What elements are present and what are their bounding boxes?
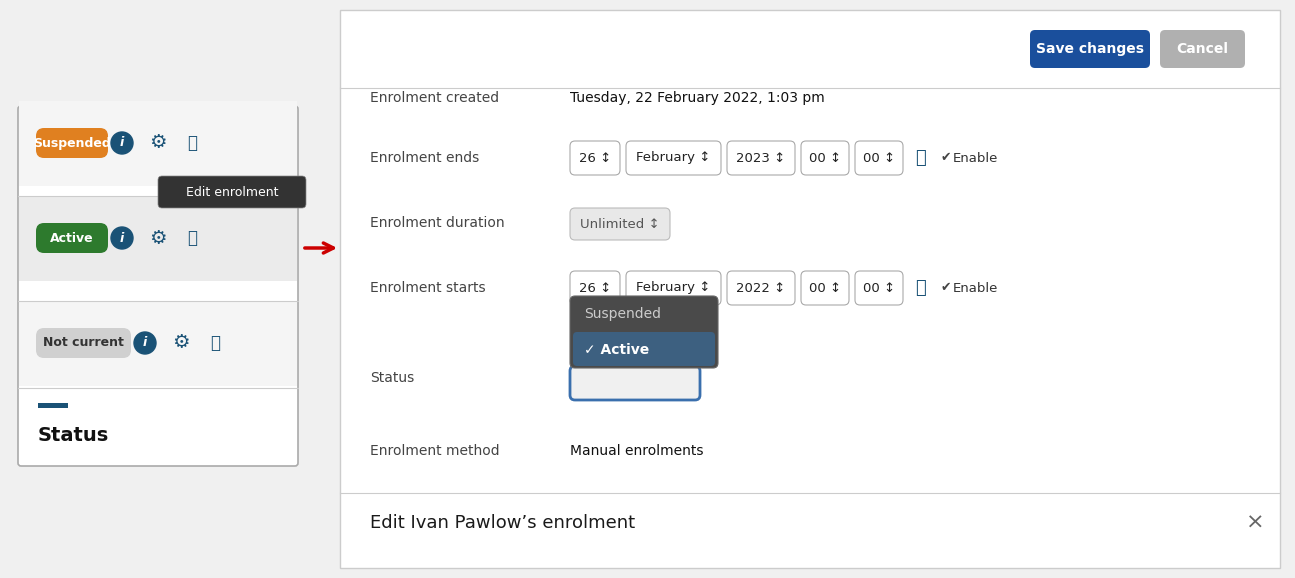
Text: 📅: 📅 bbox=[916, 149, 926, 167]
FancyBboxPatch shape bbox=[570, 366, 701, 400]
Text: Enrolment ends: Enrolment ends bbox=[370, 151, 479, 165]
Text: ⚙: ⚙ bbox=[149, 134, 167, 153]
Text: February ↕: February ↕ bbox=[636, 281, 710, 295]
FancyBboxPatch shape bbox=[158, 176, 306, 208]
Text: Enable: Enable bbox=[953, 151, 998, 165]
Bar bbox=[19, 101, 297, 186]
FancyBboxPatch shape bbox=[726, 141, 795, 175]
FancyBboxPatch shape bbox=[855, 141, 903, 175]
Text: Enrolment created: Enrolment created bbox=[370, 91, 499, 105]
FancyBboxPatch shape bbox=[625, 141, 721, 175]
Bar bbox=[19, 301, 297, 386]
Text: ×: × bbox=[1246, 513, 1264, 533]
Circle shape bbox=[133, 332, 155, 354]
Text: Enrolment method: Enrolment method bbox=[370, 444, 500, 458]
Text: i: i bbox=[120, 232, 124, 244]
FancyBboxPatch shape bbox=[726, 271, 795, 305]
Text: Edit Ivan Pawlow’s enrolment: Edit Ivan Pawlow’s enrolment bbox=[370, 514, 635, 532]
Text: February ↕: February ↕ bbox=[636, 151, 710, 165]
Text: Save changes: Save changes bbox=[1036, 42, 1143, 56]
Bar bbox=[38, 403, 69, 408]
Text: 2022 ↕: 2022 ↕ bbox=[737, 281, 786, 295]
Text: 🗑: 🗑 bbox=[186, 134, 197, 152]
Text: 00 ↕: 00 ↕ bbox=[862, 151, 895, 165]
Text: Status: Status bbox=[370, 371, 414, 385]
Text: Status: Status bbox=[38, 426, 109, 445]
FancyBboxPatch shape bbox=[625, 271, 721, 305]
FancyBboxPatch shape bbox=[1030, 30, 1150, 68]
Text: 🗑: 🗑 bbox=[210, 334, 220, 352]
Text: 00 ↕: 00 ↕ bbox=[862, 281, 895, 295]
FancyBboxPatch shape bbox=[570, 141, 620, 175]
Text: 🗑: 🗑 bbox=[186, 229, 197, 247]
Text: 00 ↕: 00 ↕ bbox=[809, 281, 840, 295]
FancyBboxPatch shape bbox=[36, 223, 107, 253]
FancyBboxPatch shape bbox=[1160, 30, 1244, 68]
FancyBboxPatch shape bbox=[570, 208, 670, 240]
Text: i: i bbox=[142, 336, 148, 350]
FancyBboxPatch shape bbox=[802, 141, 850, 175]
Text: ✔: ✔ bbox=[941, 151, 952, 165]
Text: Enrolment starts: Enrolment starts bbox=[370, 281, 486, 295]
Text: Manual enrolments: Manual enrolments bbox=[570, 444, 703, 458]
Text: Unlimited ↕: Unlimited ↕ bbox=[580, 217, 660, 231]
Text: 26 ↕: 26 ↕ bbox=[579, 151, 611, 165]
Text: Suspended: Suspended bbox=[34, 136, 111, 150]
Text: i: i bbox=[120, 136, 124, 150]
FancyBboxPatch shape bbox=[570, 271, 620, 305]
Text: 2023 ↕: 2023 ↕ bbox=[737, 151, 786, 165]
Text: Suspended: Suspended bbox=[584, 307, 660, 321]
Text: ⚙: ⚙ bbox=[149, 228, 167, 247]
Text: ⚙: ⚙ bbox=[172, 334, 190, 353]
FancyBboxPatch shape bbox=[572, 332, 715, 366]
Text: Cancel: Cancel bbox=[1176, 42, 1228, 56]
FancyBboxPatch shape bbox=[570, 296, 717, 368]
Text: 📅: 📅 bbox=[916, 279, 926, 297]
Bar bbox=[19, 196, 297, 281]
Text: Tuesday, 22 February 2022, 1:03 pm: Tuesday, 22 February 2022, 1:03 pm bbox=[570, 91, 825, 105]
Text: Active: Active bbox=[51, 232, 93, 244]
Text: 26 ↕: 26 ↕ bbox=[579, 281, 611, 295]
Text: Enrolment duration: Enrolment duration bbox=[370, 216, 505, 230]
Circle shape bbox=[111, 227, 133, 249]
Text: ✔: ✔ bbox=[941, 281, 952, 295]
FancyBboxPatch shape bbox=[855, 271, 903, 305]
Text: Not current: Not current bbox=[43, 336, 123, 350]
FancyBboxPatch shape bbox=[36, 328, 131, 358]
Circle shape bbox=[111, 132, 133, 154]
FancyBboxPatch shape bbox=[18, 106, 298, 466]
FancyBboxPatch shape bbox=[802, 271, 850, 305]
Text: Edit enrolment: Edit enrolment bbox=[185, 186, 278, 198]
Text: 00 ↕: 00 ↕ bbox=[809, 151, 840, 165]
Text: Enable: Enable bbox=[953, 281, 998, 295]
Text: ✓ Active: ✓ Active bbox=[584, 343, 649, 357]
Bar bbox=[341, 10, 1279, 568]
FancyBboxPatch shape bbox=[36, 128, 107, 158]
